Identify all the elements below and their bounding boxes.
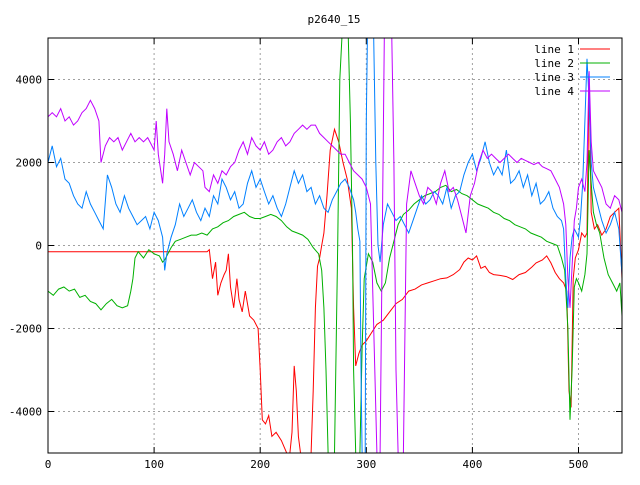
y-tick-label: -2000 (9, 323, 42, 336)
chart-title: p2640_15 (308, 13, 361, 26)
x-tick-label: 400 (462, 458, 482, 471)
x-tick-label: 500 (569, 458, 589, 471)
series-line-3 (48, 38, 622, 453)
x-tick-label: 100 (144, 458, 164, 471)
legend-label-3: line 3 (534, 71, 574, 84)
x-tick-label: 0 (45, 458, 52, 471)
axis-ticks: 0 100 200 300 400 500 -4000 -2000 0 2000 4000 (9, 38, 622, 471)
series-lines (48, 38, 622, 453)
legend-label-2: line 2 (534, 57, 574, 70)
y-tick-label: 2000 (16, 157, 43, 170)
plot-area-frame (47, 37, 623, 454)
legend-label-4: line 4 (534, 85, 574, 98)
x-tick-label: 200 (250, 458, 270, 471)
y-tick-label: 0 (35, 240, 42, 253)
x-tick-label: 300 (356, 458, 376, 471)
series-line-4 (48, 38, 622, 453)
y-tick-label: -4000 (9, 406, 42, 419)
series-line-2 (48, 38, 622, 453)
y-tick-label: 4000 (16, 74, 43, 87)
legend-label-1: line 1 (534, 43, 574, 56)
